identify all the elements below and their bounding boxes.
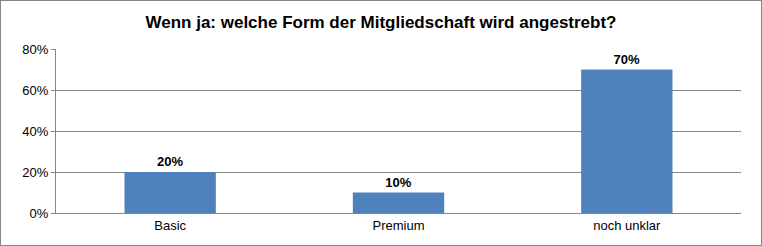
- svg-text:20%: 20%: [157, 154, 183, 169]
- svg-text:20%: 20%: [22, 165, 48, 180]
- svg-text:70%: 70%: [614, 52, 640, 67]
- svg-text:80%: 80%: [22, 42, 48, 57]
- svg-text:60%: 60%: [22, 83, 48, 98]
- svg-text:0%: 0%: [30, 206, 49, 221]
- svg-text:Wenn ja: welche Form der Mitgl: Wenn ja: welche Form der Mitgliedschaft …: [145, 13, 616, 32]
- svg-text:Premium: Premium: [372, 218, 424, 233]
- svg-text:noch unklar: noch unklar: [593, 218, 661, 233]
- svg-text:10%: 10%: [385, 175, 411, 190]
- svg-text:40%: 40%: [22, 124, 48, 139]
- svg-text:Basic: Basic: [154, 218, 186, 233]
